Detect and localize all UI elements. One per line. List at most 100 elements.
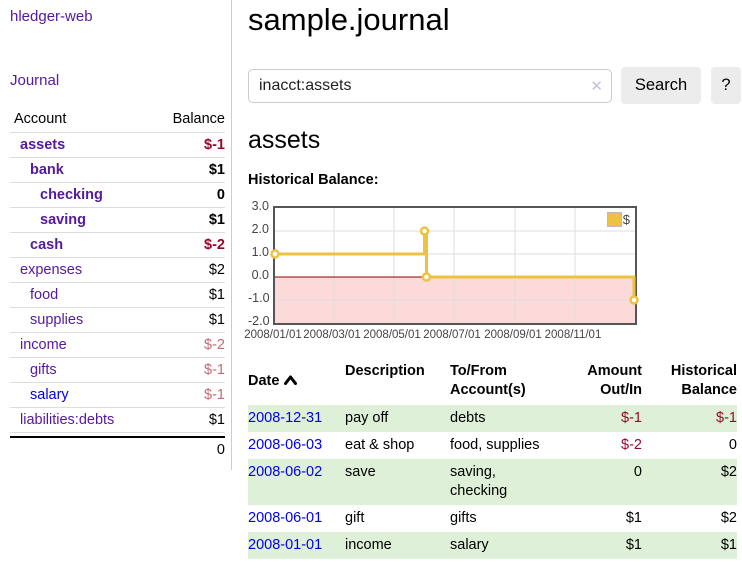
sidebar-account-link[interactable]: salary [30, 387, 69, 403]
account-row: checking 0 [10, 183, 225, 208]
transaction-date-link[interactable]: 2008-06-02 [248, 464, 323, 480]
transaction-amount: $1 [625, 510, 642, 526]
sidebar-account-link[interactable]: supplies [30, 312, 84, 328]
transaction-date-link[interactable]: 2008-06-03 [248, 437, 323, 453]
transaction-balance: 0 [728, 437, 737, 453]
x-axis-tick: 2008/03/01 [303, 329, 361, 341]
transaction-accounts: debts [450, 410, 486, 426]
search-form: ✕ Search ? [248, 67, 741, 104]
register-rows: 2008-12-31 pay off debts $-1 $-1 2008-06-03 ea… [248, 405, 737, 559]
x-axis-tick: 2008/05/01 [363, 329, 421, 341]
transaction-row: 2008-06-01 gift gifts $1 $2 [248, 505, 737, 532]
account-row: salary $-1 [10, 383, 225, 408]
account-page-title: assets [248, 126, 321, 154]
account-balance: $-1 [204, 137, 225, 153]
transaction-description: pay off [345, 410, 389, 426]
transaction-balance: $1 [720, 537, 737, 553]
sidebar-account-link[interactable]: checking [40, 187, 103, 203]
transaction-balance: $-1 [716, 410, 737, 426]
transaction-row: 2008-01-01 income salary $1 $1 [248, 532, 737, 559]
sidebar-account-link[interactable]: cash [30, 237, 64, 253]
account-row: supplies $1 [10, 308, 225, 333]
balance-column-header: Historical Balance [670, 363, 737, 398]
balance-column-header: Balance [172, 111, 225, 127]
legend-swatch-icon [606, 212, 622, 227]
account-row: saving $1 [10, 208, 225, 233]
account-row: cash $-2 [10, 233, 225, 258]
clear-search-icon[interactable]: ✕ [590, 77, 603, 95]
search-input-wrap: ✕ [248, 68, 612, 103]
transaction-accounts: salary [450, 537, 489, 553]
account-column-header: To/From Account(s) [450, 363, 526, 398]
amount-column-header: Amount Out/In [587, 363, 642, 398]
transaction-date-link[interactable]: 2008-12-31 [248, 410, 323, 426]
chart-canvas [270, 208, 639, 323]
transaction-description: save [345, 464, 376, 480]
x-axis-tick: 2008/01/01 [244, 329, 302, 341]
transaction-description: income [345, 537, 392, 553]
sidebar-account-link[interactable]: income [20, 337, 67, 353]
account-balance: $1 [208, 412, 225, 428]
account-balance: $1 [208, 212, 225, 228]
sidebar-account-rows: assets $-1 bank $1 checking 0 saving $1 cash $-2 e… [10, 133, 225, 433]
brand-link[interactable]: hledger-web [10, 8, 93, 25]
sidebar-account-link[interactable]: assets [20, 137, 66, 153]
account-row: assets $-1 [10, 133, 225, 158]
date-sort-header[interactable]: Date [248, 360, 345, 402]
sidebar-account-link[interactable]: liabilities:debts [20, 412, 115, 428]
transaction-row: 2008-12-31 pay off debts $-1 $-1 [248, 405, 737, 432]
account-balance: $1 [208, 287, 225, 303]
account-column-header: Account [14, 111, 67, 127]
account-row: gifts $-1 [10, 358, 225, 383]
y-axis-tick: -1.0 [248, 291, 270, 305]
account-balance: $-2 [204, 237, 225, 253]
transaction-date-link[interactable]: 2008-06-01 [248, 510, 323, 526]
date-column-header: Date [248, 372, 280, 389]
transaction-amount: $-2 [621, 437, 642, 453]
x-axis-tick: 2008/09/01 [484, 329, 542, 341]
account-balance: $-1 [204, 387, 225, 403]
x-axis-tick: 2008/11/01 [544, 329, 602, 341]
account-balance: $-2 [204, 337, 225, 353]
legend-label: $ [622, 212, 630, 227]
total-balance: 0 [216, 442, 225, 458]
account-row: expenses $2 [10, 258, 225, 283]
description-column-header: Description [345, 363, 425, 379]
sidebar-account-link[interactable]: food [30, 287, 59, 303]
chart-title: Historical Balance: [248, 172, 379, 188]
transaction-accounts: gifts [450, 510, 477, 526]
y-axis-tick: -2.0 [248, 314, 270, 328]
sidebar: hledger-web Journal Account Balance asse… [0, 0, 232, 470]
register-table: Date Description To/From Account(s) Amou… [248, 360, 737, 559]
page-title: sample.journal [248, 2, 450, 37]
account-balance: 0 [216, 187, 225, 203]
balance-chart-plot: $ [270, 206, 639, 325]
chart-legend: $ [604, 211, 632, 228]
search-button[interactable]: Search [621, 67, 701, 104]
balance-chart: $ 3.0 2.0 1.0 0.0 -1.0 -2.0 2008/01/01 2008/03/… [244, 199, 742, 350]
transaction-row: 2008-06-02 save saving, checking 0 $2 [248, 459, 737, 505]
transaction-amount: 0 [633, 464, 642, 480]
sidebar-account-link[interactable]: bank [30, 162, 64, 178]
sort-ascending-icon [284, 372, 298, 391]
sidebar-total-row: 0 [10, 436, 225, 462]
y-axis-tick: 1.0 [251, 245, 269, 259]
sidebar-account-link[interactable]: expenses [20, 262, 83, 278]
register-header: Date Description To/From Account(s) Amou… [248, 360, 737, 405]
search-input[interactable] [248, 68, 612, 103]
account-row: food $1 [10, 283, 225, 308]
sidebar-account-link[interactable]: saving [40, 212, 86, 228]
account-balance-table: Account Balance assets $-1 bank $1 checking 0… [10, 107, 225, 462]
account-row: income $-2 [10, 333, 225, 358]
transaction-amount: $-1 [621, 410, 642, 426]
sidebar-item-journal[interactable]: Journal [10, 72, 60, 89]
transaction-amount: $1 [625, 537, 642, 553]
transaction-date-link[interactable]: 2008-01-01 [248, 537, 323, 553]
account-balance: $1 [208, 162, 225, 178]
sidebar-account-link[interactable]: gifts [30, 362, 57, 378]
account-balance: $1 [208, 312, 225, 328]
help-button[interactable]: ? [711, 67, 741, 104]
y-axis-tick: 3.0 [251, 199, 269, 213]
account-table-header: Account Balance [10, 107, 225, 133]
